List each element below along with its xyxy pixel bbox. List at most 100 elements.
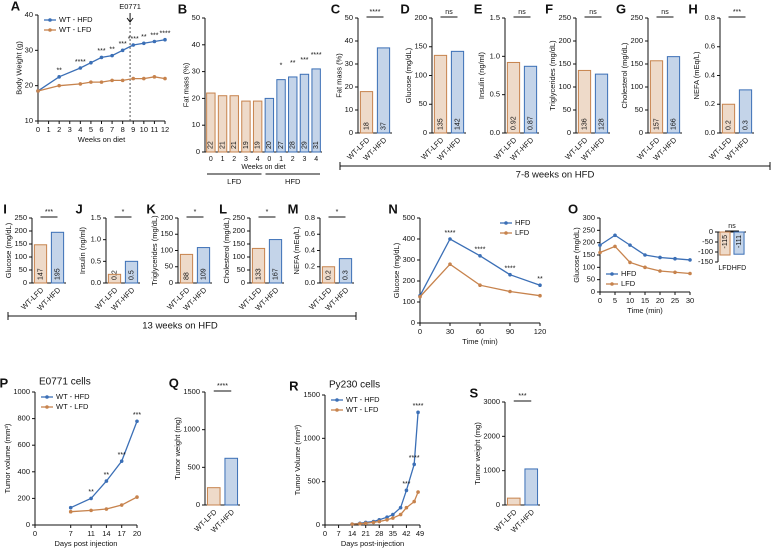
y-axis-label: Fat mass (%) (334, 53, 343, 98)
data-point (416, 490, 420, 494)
panel-letter: S (469, 385, 478, 400)
x-tick-label: 0 (598, 296, 602, 305)
y-tick-label: 0 (411, 318, 415, 327)
y-tick-label: 50 (19, 265, 27, 274)
bar (506, 61, 521, 134)
bar (506, 497, 521, 506)
bar-value-label: 109 (200, 268, 207, 280)
y-tick-label: 0.0 (490, 128, 500, 137)
bar (523, 65, 538, 134)
significance: ** (56, 68, 62, 75)
significance: *** (97, 48, 105, 55)
data-point (385, 518, 389, 522)
bar (719, 231, 731, 256)
legend-label: WT - HFD (346, 395, 380, 404)
data-point (398, 512, 403, 517)
significance: * (336, 209, 339, 216)
legend-marker (45, 405, 49, 409)
x-tick-label: 6 (99, 125, 103, 134)
bar-value-label: 0.92 (510, 116, 517, 130)
significance: *** (118, 452, 126, 459)
bar-value-label: 136 (581, 118, 588, 130)
y-tick-label: 0.5 (91, 256, 101, 265)
bar (33, 244, 48, 284)
data-point (613, 233, 617, 238)
bar-value-label: 128 (598, 118, 605, 130)
y-tick-label: 0.2 (305, 262, 315, 271)
bar (359, 91, 374, 134)
significance: **** (160, 31, 171, 38)
annotation-arrow (126, 13, 134, 23)
legend-label: LFD (515, 228, 530, 237)
group-label: HFD (285, 177, 301, 186)
x-tick-label: LFD (718, 265, 731, 272)
legend-label: HFD (515, 218, 531, 227)
panel-letter: G (616, 1, 626, 16)
data-point (152, 39, 157, 44)
panel-letter: I (3, 201, 7, 216)
x-tick-label: 4 (78, 125, 82, 134)
bar-value-label: 31 (313, 141, 320, 149)
y-tick-label: 40 (345, 36, 353, 45)
y-axis-label: Tumor Volume (mm³) (293, 424, 302, 495)
y-tick-label: 200 (17, 493, 30, 502)
data-point (131, 76, 136, 81)
y-axis-label: Glucose (mg/dL) (392, 242, 401, 298)
bar (450, 50, 465, 134)
x-tick-label: 11 (87, 529, 95, 538)
y-tick-label: 0 (26, 520, 30, 529)
bar-value-label: 195 (54, 268, 61, 280)
x-axis-label: Days post-injection (341, 539, 404, 548)
y-axis-label: Insulin (ng/ml) (78, 226, 87, 274)
y-tick-label: 50 (587, 275, 595, 284)
legend-marker (504, 231, 508, 235)
y-tick-label: 200 (582, 238, 595, 247)
y-tick-label: 150 (582, 250, 595, 259)
bar-value-label: 20 (266, 141, 273, 149)
panel-letter: M (288, 201, 299, 216)
bar-value-label: 28 (290, 141, 297, 149)
bar (288, 76, 298, 153)
bar-value-label: -111 (736, 235, 743, 248)
x-tick-label: 5 (89, 125, 93, 134)
x-tick-label: 4 (314, 156, 318, 163)
significance: ** (290, 60, 296, 67)
bar (196, 247, 211, 284)
y-tick-label: 0 (496, 500, 500, 509)
bar-value-label: -115 (722, 235, 729, 249)
y-tick-label: 500 (402, 213, 415, 222)
panel-letter: F (545, 1, 553, 16)
bracket-label: 13 weeks on HFD (142, 321, 218, 332)
bar (206, 92, 216, 153)
series-line (70, 496, 138, 513)
data-point (163, 76, 167, 81)
y-tick-label: 100 (582, 262, 595, 271)
legend-label: LFD (621, 279, 636, 288)
annotation-label: E0771 (119, 2, 141, 11)
bar (649, 60, 664, 134)
y-tick-label: 800 (17, 414, 30, 423)
y-tick-label: 200 (14, 226, 27, 235)
significance: *** (45, 209, 53, 216)
y-tick-label: 3000 (483, 397, 500, 406)
y-tick-label: 0.0 (305, 278, 315, 287)
y-tick-label: 250 (630, 13, 643, 22)
significance: ns (661, 9, 669, 16)
data-point (36, 89, 40, 93)
panel-letter: C (331, 1, 341, 16)
data-point (104, 507, 109, 511)
y-tick-label: 250 (14, 213, 27, 222)
bar-value-label: 0.3 (742, 120, 749, 130)
data-point (110, 53, 114, 58)
data-point (89, 60, 93, 65)
legend-marker (48, 18, 52, 22)
bar (107, 273, 122, 284)
data-point (391, 512, 395, 517)
y-axis-label: Fat mass (%) (181, 62, 190, 107)
bar (241, 100, 251, 153)
bar-value-label: 147 (37, 268, 44, 280)
data-point (478, 254, 482, 258)
y-axis-label: Insulin (ng/ml) (477, 51, 486, 99)
data-point (68, 505, 73, 510)
bar (217, 95, 228, 153)
